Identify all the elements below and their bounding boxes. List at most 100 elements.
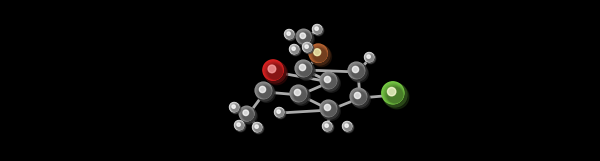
Circle shape xyxy=(287,32,290,35)
Circle shape xyxy=(325,124,328,127)
Circle shape xyxy=(231,104,238,111)
Circle shape xyxy=(232,105,235,108)
Circle shape xyxy=(254,124,261,131)
Circle shape xyxy=(263,60,283,80)
Circle shape xyxy=(295,60,311,77)
Circle shape xyxy=(351,89,367,104)
Circle shape xyxy=(315,27,321,33)
Circle shape xyxy=(323,122,332,131)
Circle shape xyxy=(290,44,299,54)
Circle shape xyxy=(325,104,331,111)
Circle shape xyxy=(293,89,306,101)
Circle shape xyxy=(323,123,331,130)
Circle shape xyxy=(291,86,307,101)
Circle shape xyxy=(254,124,264,134)
Circle shape xyxy=(386,86,403,103)
Circle shape xyxy=(300,33,305,39)
Circle shape xyxy=(351,89,369,107)
Circle shape xyxy=(343,122,353,132)
Circle shape xyxy=(236,122,243,129)
Circle shape xyxy=(352,90,366,104)
Circle shape xyxy=(256,83,274,101)
Circle shape xyxy=(232,105,238,111)
Circle shape xyxy=(322,74,340,92)
Circle shape xyxy=(323,75,336,88)
Circle shape xyxy=(311,46,327,62)
Circle shape xyxy=(293,88,306,101)
Circle shape xyxy=(383,83,407,107)
Circle shape xyxy=(253,123,263,133)
Circle shape xyxy=(325,76,331,83)
Circle shape xyxy=(313,25,322,33)
Circle shape xyxy=(325,124,331,130)
Circle shape xyxy=(291,46,301,56)
Circle shape xyxy=(291,86,309,104)
Circle shape xyxy=(276,109,283,116)
Circle shape xyxy=(239,106,254,121)
Circle shape xyxy=(298,62,316,80)
Circle shape xyxy=(313,25,322,34)
Circle shape xyxy=(303,43,311,52)
Circle shape xyxy=(297,30,313,46)
Circle shape xyxy=(353,92,366,104)
Circle shape xyxy=(384,84,403,103)
Circle shape xyxy=(277,110,283,116)
Circle shape xyxy=(314,26,324,36)
Circle shape xyxy=(266,63,283,79)
Circle shape xyxy=(388,88,403,102)
Circle shape xyxy=(242,109,253,120)
Circle shape xyxy=(309,44,328,62)
Circle shape xyxy=(343,122,352,131)
Circle shape xyxy=(304,44,311,51)
Circle shape xyxy=(296,29,311,44)
Circle shape xyxy=(266,63,287,85)
Circle shape xyxy=(287,32,293,38)
Circle shape xyxy=(312,47,326,62)
Circle shape xyxy=(353,91,366,104)
Circle shape xyxy=(243,110,248,116)
Circle shape xyxy=(259,85,271,98)
Circle shape xyxy=(230,103,240,113)
Circle shape xyxy=(310,45,330,65)
Circle shape xyxy=(344,123,354,133)
Circle shape xyxy=(366,54,373,61)
Circle shape xyxy=(299,64,305,71)
Circle shape xyxy=(300,33,310,43)
Circle shape xyxy=(315,27,319,30)
Circle shape xyxy=(257,84,271,98)
Circle shape xyxy=(385,85,409,109)
Circle shape xyxy=(242,109,253,120)
Circle shape xyxy=(259,86,271,98)
Circle shape xyxy=(295,89,305,101)
Circle shape xyxy=(325,123,331,130)
Circle shape xyxy=(295,89,301,96)
Circle shape xyxy=(365,53,373,62)
Circle shape xyxy=(352,66,364,78)
Circle shape xyxy=(321,73,337,88)
Circle shape xyxy=(323,122,333,132)
Circle shape xyxy=(256,83,271,98)
Circle shape xyxy=(344,123,351,130)
Circle shape xyxy=(285,30,295,40)
Circle shape xyxy=(243,110,253,120)
Circle shape xyxy=(230,104,238,111)
Circle shape xyxy=(299,32,310,43)
Circle shape xyxy=(314,26,321,33)
Circle shape xyxy=(290,45,299,54)
Circle shape xyxy=(298,31,314,47)
Circle shape xyxy=(355,92,365,104)
Circle shape xyxy=(292,87,306,101)
Circle shape xyxy=(352,66,359,73)
Circle shape xyxy=(382,82,404,104)
Circle shape xyxy=(268,65,282,79)
Circle shape xyxy=(235,120,244,130)
Circle shape xyxy=(290,45,298,53)
Circle shape xyxy=(275,108,284,117)
Circle shape xyxy=(299,64,311,76)
Circle shape xyxy=(255,125,259,128)
Circle shape xyxy=(292,47,298,53)
Circle shape xyxy=(284,29,294,39)
Circle shape xyxy=(322,74,336,88)
Circle shape xyxy=(302,43,312,52)
Circle shape xyxy=(275,108,285,118)
